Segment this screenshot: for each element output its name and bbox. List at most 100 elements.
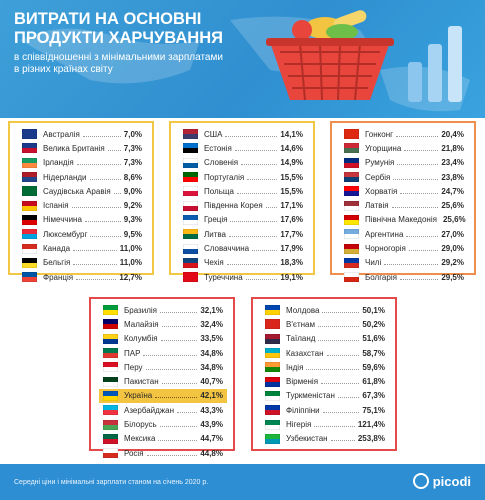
country-flag-icon xyxy=(344,214,359,225)
country-row: В'єтнам 50,2% xyxy=(265,317,385,331)
country-value: 9,3% xyxy=(123,215,142,225)
country-row: Молдова 50,1% xyxy=(265,303,385,317)
country-name: Греція xyxy=(204,215,228,225)
country-value: 67,3% xyxy=(362,391,385,401)
country-flag-icon xyxy=(183,172,198,183)
country-name: Сербія xyxy=(365,172,391,182)
dotted-leader xyxy=(236,192,278,194)
country-flag-icon xyxy=(22,257,37,268)
country-value: 51,6% xyxy=(362,334,385,344)
dotted-leader xyxy=(326,354,360,356)
country-row: Литва 17,7% xyxy=(183,227,303,241)
dotted-leader xyxy=(406,235,439,237)
country-flag-icon xyxy=(183,243,198,254)
country-value: 11,0% xyxy=(119,258,142,268)
country-value: 7,3% xyxy=(123,143,142,153)
country-flag-icon xyxy=(22,200,37,211)
country-row: Словенія 14,9% xyxy=(183,156,303,170)
country-row: Португалія 15,5% xyxy=(183,170,303,184)
country-name: Північна Македонія xyxy=(365,215,437,225)
country-flag-icon xyxy=(183,257,198,268)
title-line-1: ВИТРАТИ НА ОСНОВНІ xyxy=(14,10,202,28)
country-row: Болгарія 29,5% xyxy=(344,270,464,284)
country-name: Україна xyxy=(124,391,153,401)
subtitle-line-2: в різних країнах світу xyxy=(14,64,113,75)
country-name: Ірландія xyxy=(43,158,74,168)
dotted-leader xyxy=(322,411,360,413)
country-name: Таїланд xyxy=(286,334,316,344)
country-name: Румунія xyxy=(365,158,395,168)
dotted-leader xyxy=(82,135,121,137)
country-flag-icon xyxy=(344,272,359,283)
country-row: Франція 12,7% xyxy=(22,270,142,284)
country-group-2: США 14,1% Естонія 14,6% Словенія 14,9% Португа… xyxy=(169,121,315,283)
bar-chart-decoration xyxy=(408,26,462,102)
dotted-leader xyxy=(252,250,278,252)
country-value: 17,1% xyxy=(280,201,303,211)
country-value: 17,7% xyxy=(280,229,303,239)
dotted-leader xyxy=(234,149,278,151)
country-value: 7,3% xyxy=(123,158,142,168)
country-name: Іспанія xyxy=(43,201,69,211)
country-name: Індія xyxy=(286,362,304,372)
dotted-leader xyxy=(318,340,360,342)
country-value: 7,0% xyxy=(123,129,142,139)
dotted-leader xyxy=(177,411,198,413)
dotted-leader xyxy=(161,325,198,327)
country-flag-icon xyxy=(265,319,280,330)
country-name: Австралія xyxy=(43,129,80,139)
dotted-leader xyxy=(306,368,360,370)
logo-mark-icon xyxy=(412,473,429,489)
country-value: 34,8% xyxy=(200,348,223,358)
dotted-leader xyxy=(265,207,278,209)
dotted-leader xyxy=(314,426,355,428)
country-row: Канада 11,0% xyxy=(22,241,142,255)
dotted-leader xyxy=(391,207,439,209)
country-row: Гонконг 20,4% xyxy=(344,127,464,141)
country-row: Росія 44,8% xyxy=(103,446,223,460)
country-name: Перу xyxy=(124,362,143,372)
dotted-leader xyxy=(73,264,117,266)
dotted-leader xyxy=(396,135,439,137)
country-value: 9,5% xyxy=(123,229,142,239)
dotted-leader xyxy=(90,235,121,237)
country-flag-icon xyxy=(183,157,198,168)
dotted-leader xyxy=(321,383,360,385)
country-name: Канада xyxy=(43,244,71,254)
country-name: Словаччина xyxy=(204,244,250,254)
country-value: 40,7% xyxy=(200,377,223,387)
dotted-leader xyxy=(397,164,439,166)
dotted-leader xyxy=(400,192,439,194)
country-flag-icon xyxy=(103,348,118,359)
country-row: Іспанія 9,2% xyxy=(22,198,142,212)
dotted-leader xyxy=(330,440,355,442)
country-flag-icon xyxy=(22,157,37,168)
country-name: Аргентина xyxy=(365,229,404,239)
country-name: Словенія xyxy=(204,158,239,168)
country-value: 42,1% xyxy=(200,391,223,401)
country-row: Мексика 44,7% xyxy=(103,432,223,446)
country-value: 25,6% xyxy=(442,215,466,225)
country-row: Люксембург 9,5% xyxy=(22,227,142,241)
country-flag-icon xyxy=(265,376,280,387)
dotted-leader xyxy=(89,178,121,180)
country-name: Латвія xyxy=(365,201,389,211)
country-flag-icon xyxy=(22,172,37,183)
country-value: 61,8% xyxy=(362,377,385,387)
country-row: Румунія 23,4% xyxy=(344,156,464,170)
country-name: Філіппіни xyxy=(286,405,320,415)
country-name: Хорватія xyxy=(365,186,398,196)
country-value: 18,3% xyxy=(280,258,303,268)
dotted-leader xyxy=(161,383,198,385)
country-row: Німеччина 9,3% xyxy=(22,213,142,227)
dotted-leader xyxy=(155,397,198,399)
country-row: Україна 42,1% xyxy=(99,388,227,404)
country-name: Узбекистан xyxy=(286,434,328,444)
country-flag-icon xyxy=(103,405,118,416)
country-row: Бельгія 11,0% xyxy=(22,256,142,270)
country-row: Словаччина 17,9% xyxy=(183,241,303,255)
country-value: 14,1% xyxy=(280,129,303,139)
country-name: Молдова xyxy=(286,305,320,315)
country-flag-icon xyxy=(344,257,359,268)
country-flag-icon xyxy=(103,319,118,330)
